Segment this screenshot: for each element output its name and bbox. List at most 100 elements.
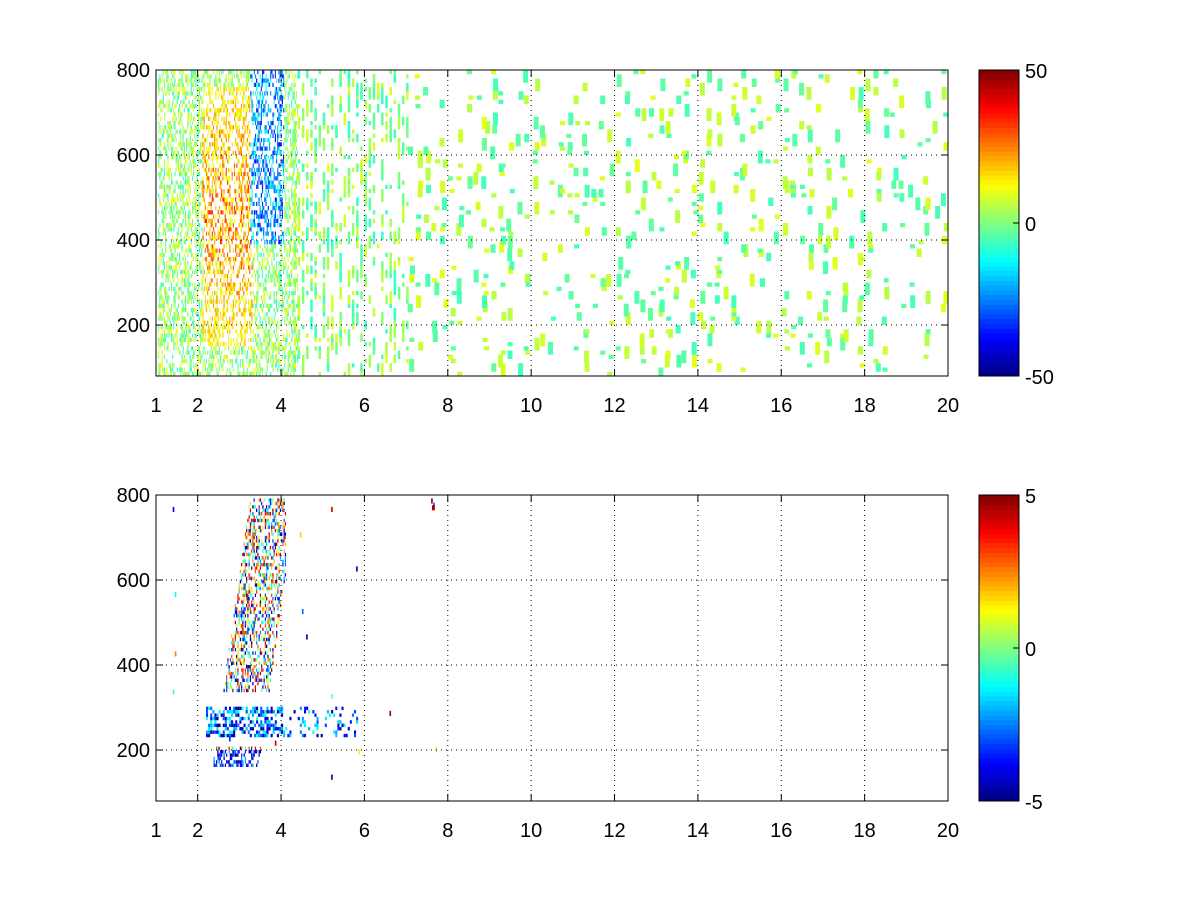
heatmap-cell	[244, 240, 245, 244]
heatmap-cell	[204, 338, 205, 342]
heatmap-cell	[190, 244, 191, 248]
heatmap-cell	[257, 342, 258, 346]
heatmap-cell	[265, 113, 266, 117]
heatmap-cell	[176, 346, 177, 350]
heatmap-cell	[158, 227, 159, 231]
heatmap-cell	[268, 79, 269, 83]
heatmap-cell	[268, 278, 269, 282]
heatmap-cell	[665, 329, 670, 333]
heatmap-cell	[352, 206, 355, 215]
heatmap-cell	[941, 193, 946, 206]
heatmap-cell	[356, 96, 359, 100]
heatmap-cell	[377, 363, 380, 372]
heatmap-cell	[195, 202, 196, 206]
heatmap-cell	[249, 266, 250, 270]
heatmap-cell	[408, 147, 413, 156]
heatmap-cell	[226, 121, 227, 125]
heatmap-cell	[246, 215, 247, 219]
heatmap-cell	[162, 125, 163, 129]
heatmap-cell	[618, 295, 623, 299]
heatmap-cell	[226, 372, 227, 376]
heatmap-cell	[177, 164, 178, 168]
heatmap-cell	[221, 240, 222, 244]
colorbar-swatch	[979, 343, 1019, 348]
heatmap-cell	[247, 283, 248, 287]
heatmap-cell	[265, 283, 266, 287]
heatmap-cell	[574, 215, 579, 224]
heatmap-cell	[211, 278, 212, 282]
heatmap-cell	[233, 83, 234, 87]
heatmap-cell	[306, 253, 309, 257]
heatmap-cell	[268, 351, 269, 355]
colorbar-tick-label: -50	[1025, 367, 1054, 389]
heatmap-cell	[171, 240, 172, 244]
heatmap-cell	[204, 359, 205, 363]
heatmap-cell	[179, 117, 180, 121]
heatmap-cell	[288, 189, 289, 193]
heatmap-cell	[700, 159, 705, 168]
heatmap-cell	[163, 193, 164, 197]
heatmap-cell	[271, 155, 272, 159]
heatmap-cell	[257, 300, 258, 304]
heatmap-cell	[169, 329, 170, 333]
heatmap-cell	[247, 368, 248, 372]
heatmap-cell	[163, 104, 164, 108]
heatmap-cell	[212, 249, 213, 253]
heatmap-cell	[216, 270, 217, 274]
heatmap-cell	[167, 295, 168, 299]
heatmap-cell	[219, 215, 220, 219]
heatmap-cell	[286, 125, 287, 129]
heatmap-cell	[533, 151, 538, 155]
heatmap-cell	[239, 87, 240, 91]
heatmap-cell	[166, 266, 167, 270]
heatmap-cell	[250, 312, 251, 316]
heatmap-cell	[618, 257, 623, 270]
heatmap-cell	[208, 359, 209, 363]
heatmap-cell	[860, 210, 865, 223]
heatmap-cell	[184, 202, 185, 206]
heatmap-cell	[234, 117, 235, 121]
heatmap-cell	[297, 151, 298, 155]
heatmap-cell	[206, 359, 207, 363]
heatmap-cell	[216, 108, 217, 112]
heatmap-cell	[298, 346, 301, 350]
heatmap-cell	[242, 159, 243, 163]
heatmap-cell	[158, 193, 159, 197]
heatmap-cell	[173, 189, 174, 193]
heatmap-cell	[167, 159, 168, 163]
heatmap-cell	[228, 189, 229, 193]
heatmap-cell	[236, 155, 237, 159]
heatmap-cell	[244, 189, 245, 193]
heatmap-cell	[248, 176, 249, 180]
heatmap-cell	[228, 74, 229, 78]
heatmap-cell	[270, 274, 271, 278]
heatmap-cell	[188, 295, 189, 299]
heatmap-cell	[192, 355, 193, 359]
heatmap-cell	[294, 317, 297, 330]
heatmap-cell	[223, 134, 224, 138]
heatmap-cell	[385, 270, 388, 279]
heatmap-cell	[214, 108, 215, 112]
heatmap-cell	[170, 372, 171, 376]
heatmap-cell	[724, 232, 729, 245]
heatmap-cell	[283, 172, 284, 176]
heatmap-cell	[236, 342, 237, 346]
heatmap-cell	[195, 151, 196, 155]
heatmap-cell	[281, 159, 282, 163]
heatmap-cell	[281, 321, 282, 325]
heatmap-cell	[306, 100, 309, 104]
heatmap-cell	[229, 91, 230, 95]
heatmap-cell	[244, 87, 245, 91]
heatmap-cell	[290, 304, 291, 308]
heatmap-cell	[172, 202, 173, 206]
heatmap-cell	[274, 147, 275, 151]
heatmap-cell	[250, 185, 251, 189]
heatmap-cell	[184, 87, 185, 91]
heatmap-cell	[215, 342, 216, 346]
heatmap-cell	[213, 142, 214, 146]
heatmap-cell	[706, 151, 711, 155]
heatmap-cell	[284, 351, 285, 355]
heatmap-cell	[226, 138, 227, 142]
colorbar-swatch	[979, 123, 1019, 128]
heatmap-cell	[228, 346, 229, 350]
